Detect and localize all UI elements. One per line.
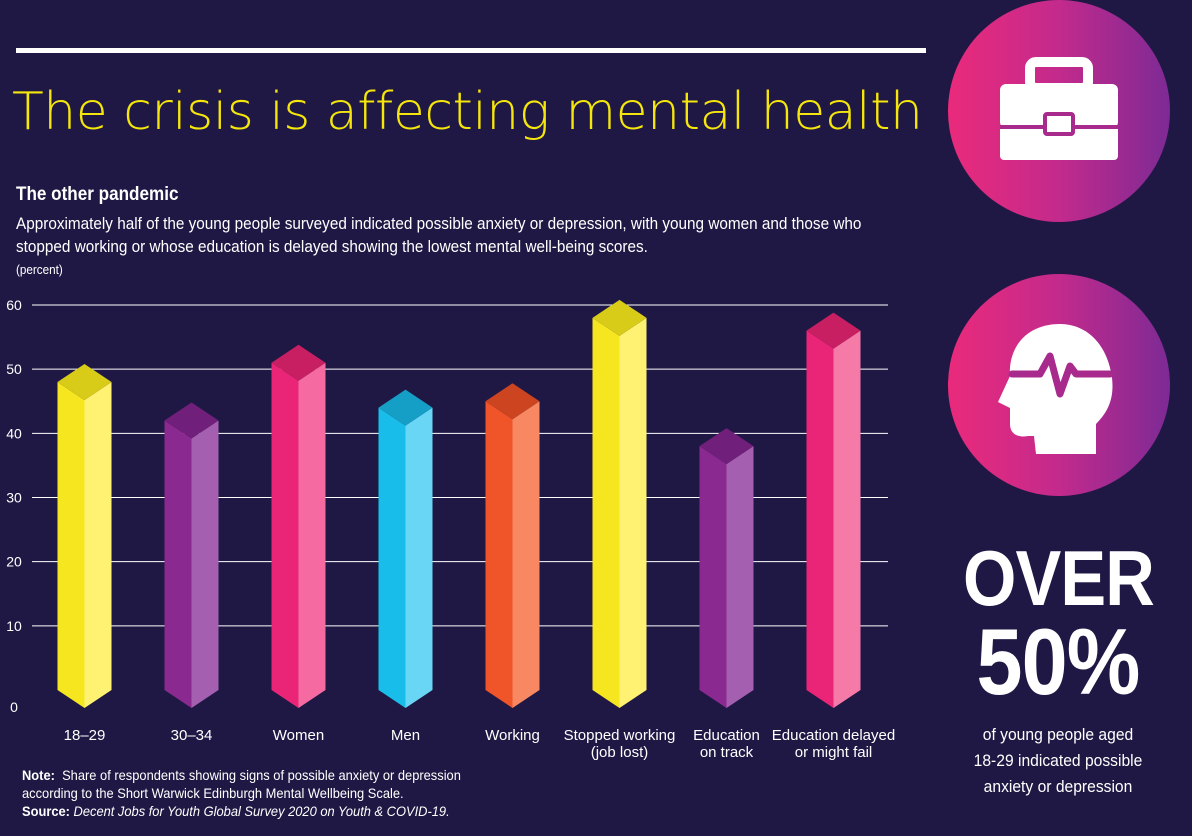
- bar-side: [512, 401, 540, 708]
- unit-label: (percent): [16, 262, 63, 277]
- bar-group: [806, 312, 861, 708]
- x-tick-label: Women: [273, 727, 324, 744]
- source-label: Source:: [22, 803, 70, 819]
- x-tick-label: Working: [485, 727, 540, 744]
- bar-top: [57, 364, 112, 400]
- bar-group: [699, 428, 754, 708]
- bar-top: [485, 383, 540, 420]
- bar: [699, 446, 727, 708]
- stat-highlight: OVER 50%: [963, 539, 1155, 714]
- x-tick-label: 18–29: [64, 727, 106, 744]
- bar-chart: 0 10 20 30 40 50 60 18–29 30–34 Women Men Working St…: [6, 297, 895, 760]
- bar-top: [806, 312, 861, 349]
- y-tick-label: 10: [6, 618, 22, 634]
- mental-health-badge: [948, 274, 1170, 496]
- bar-top: [271, 344, 326, 381]
- bar-group: [164, 402, 219, 708]
- bar-side: [191, 420, 219, 708]
- stat-percent: 50%: [976, 609, 1141, 714]
- y-tick-label: 0: [10, 699, 18, 715]
- bar-group: [485, 383, 540, 708]
- note-line-1: Share of respondents showing signs of po…: [62, 767, 461, 783]
- x-tick-label: Education: [693, 727, 760, 744]
- y-tick-label: 30: [6, 490, 22, 506]
- bar-group: [592, 299, 647, 708]
- stat-line-2: 18-29 indicated possible: [973, 751, 1143, 770]
- x-tick-label: 30–34: [171, 727, 213, 744]
- head-heartbeat-icon: [998, 324, 1114, 454]
- bar-group: [271, 344, 326, 708]
- briefcase-icon: [1000, 57, 1118, 160]
- bar: [806, 330, 834, 708]
- bar-side: [84, 382, 112, 708]
- y-tick-label: 50: [6, 361, 22, 377]
- x-tick-label: Education delayed: [772, 727, 895, 744]
- top-rule: [16, 48, 926, 53]
- stat-over: OVER: [962, 534, 1155, 622]
- stat-line-1: of young people aged: [982, 725, 1134, 744]
- bar-group: [378, 389, 433, 708]
- bar-top: [592, 299, 647, 336]
- bar-group: [57, 364, 112, 708]
- bar: [378, 407, 406, 708]
- x-tick-label: on track: [700, 744, 754, 760]
- stat-line-3: anxiety or depression: [983, 777, 1133, 796]
- y-tick-label: 40: [6, 425, 22, 441]
- bar: [592, 317, 620, 708]
- bar: [271, 362, 299, 708]
- bar-top: [164, 402, 219, 439]
- briefcase-badge: [948, 0, 1170, 222]
- note-label: Note:: [22, 767, 55, 783]
- x-tick-label: Stopped working: [564, 727, 676, 744]
- y-tick-label: 60: [6, 297, 22, 313]
- note-line-2: according to the Short Warwick Edinburgh…: [22, 785, 404, 801]
- x-tick-label: Men: [391, 727, 420, 744]
- bar: [57, 382, 85, 708]
- bar-side: [619, 317, 647, 708]
- page-title: The crisis is affecting mental health: [12, 82, 923, 142]
- bar-side: [833, 330, 861, 708]
- bar-top: [699, 428, 754, 465]
- bar: [485, 401, 513, 708]
- chart-subtitle: The other pandemic: [16, 184, 179, 205]
- bar-side: [298, 362, 326, 708]
- stat-caption: of young people aged 18-29 indicated pos…: [959, 722, 1158, 800]
- x-tick-label: (job lost): [591, 744, 649, 760]
- bar-side: [726, 446, 754, 708]
- bar: [164, 420, 192, 708]
- x-tick-label: or might fail: [795, 744, 873, 760]
- chart-description: Approximately half of the young people s…: [16, 214, 862, 256]
- notes-block: Note: Share of respondents showing signs…: [22, 766, 582, 820]
- source-text: Decent Jobs for Youth Global Survey 2020…: [73, 803, 450, 819]
- bar-side: [405, 407, 433, 708]
- y-tick-label: 20: [6, 554, 22, 570]
